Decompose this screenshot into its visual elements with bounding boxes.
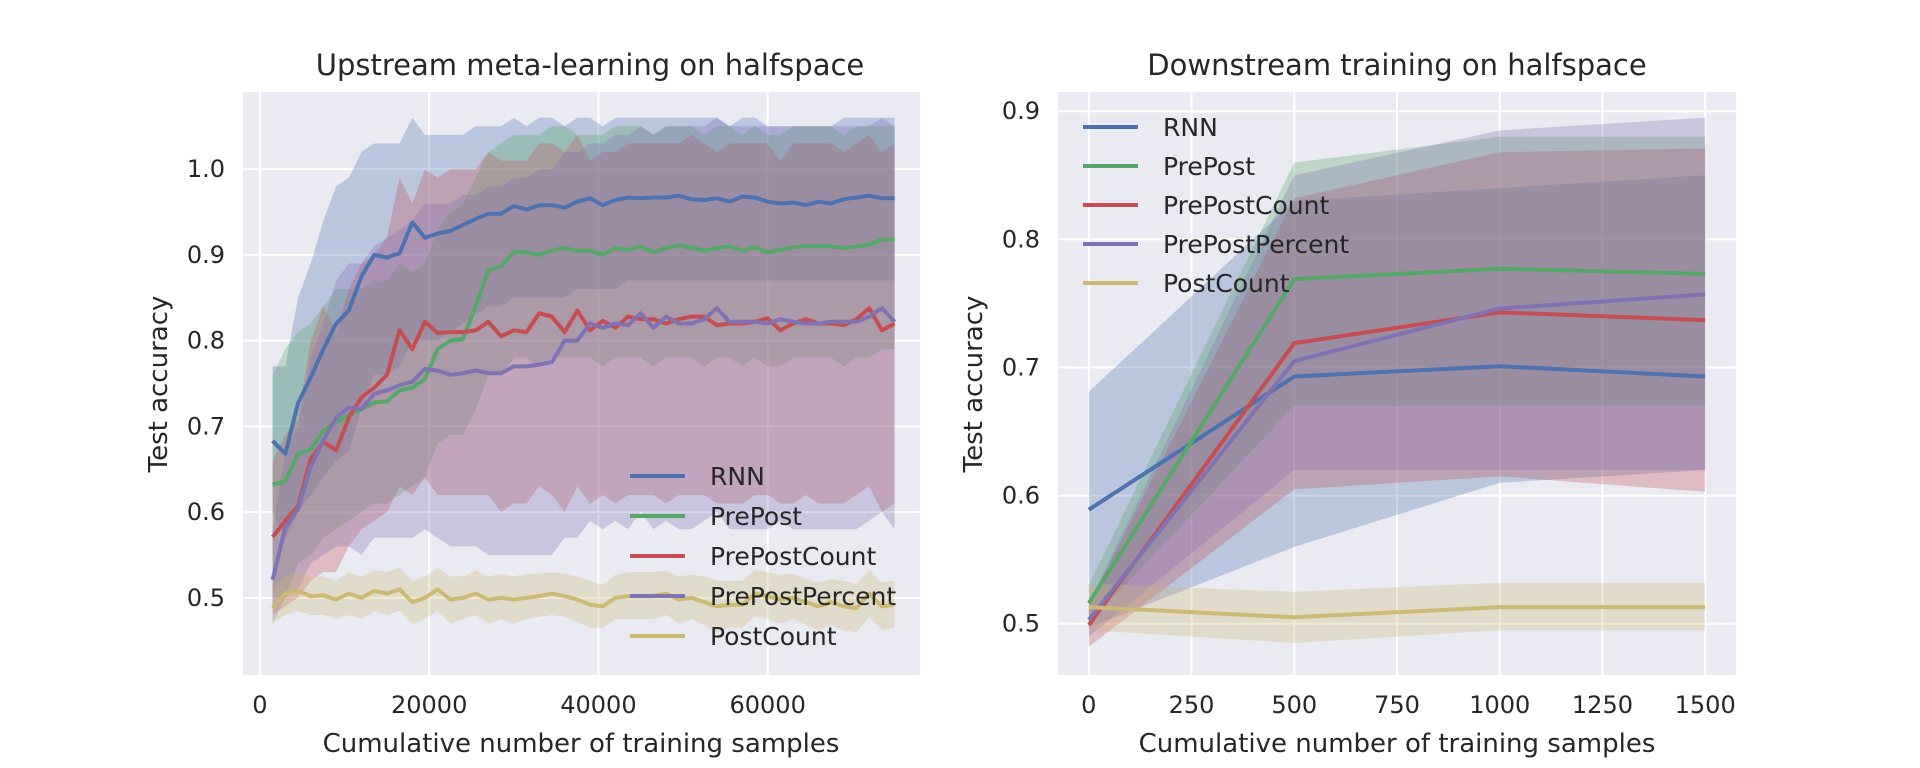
y-tick-label: 0.6 <box>1002 482 1040 510</box>
band-prepostcount <box>272 134 895 615</box>
line-postcount <box>271 587 895 611</box>
series-lines <box>1087 266 1706 627</box>
legend-item-prepostpercent: PrePostPercent <box>630 582 896 611</box>
legend: RNN PrePost PrePostCount PrePostPercent Post… <box>1083 113 1349 298</box>
x-tick-label: 1500 <box>1675 691 1736 719</box>
band-rnn <box>1088 175 1706 628</box>
x-axis-label: Cumulative number of training samples <box>1139 729 1656 759</box>
y-tick-label: 0.9 <box>1002 97 1040 125</box>
legend-label: PrePostCount <box>1163 191 1329 220</box>
legend-item-rnn: RNN <box>1083 113 1218 142</box>
x-tick-label: 750 <box>1374 691 1420 719</box>
x-tick-labels: 0 20000 40000 60000 <box>252 691 806 719</box>
x-tick-label: 0 <box>1081 691 1096 719</box>
legend-label: PrePostCount <box>710 542 876 571</box>
legend-item-prepost: PrePost <box>630 502 802 531</box>
y-tick-labels: 0.5 0.6 0.7 0.8 0.9 1.0 <box>187 155 225 612</box>
legend-label: PostCount <box>710 622 837 651</box>
band-prepost <box>1088 136 1706 624</box>
legend-label: PrePostPercent <box>1163 230 1349 259</box>
chart-downstream: Downstream training on halfspace 0 250 500… <box>959 48 1736 759</box>
y-axis-label: Test accuracy <box>959 296 989 474</box>
x-tick-label: 500 <box>1271 691 1317 719</box>
legend-label: PrePost <box>1163 152 1255 181</box>
x-tick-label: 1000 <box>1469 691 1530 719</box>
legend-item-postcount: PostCount <box>630 622 837 651</box>
legend-item-prepostpercent: PrePostPercent <box>1083 230 1349 259</box>
series-lines <box>270 193 897 611</box>
confidence-bands <box>272 117 895 633</box>
x-tick-labels: 0 250 500 750 1000 1250 1500 <box>1081 691 1736 719</box>
legend-label: PrePostPercent <box>710 582 896 611</box>
legend-item-postcount: PostCount <box>1083 269 1290 298</box>
x-tick-label: 40000 <box>560 691 636 719</box>
legend-item-rnn: RNN <box>630 462 765 491</box>
y-tick-label: 0.5 <box>1002 610 1040 638</box>
grid <box>1058 92 1736 675</box>
y-tick-label: 0.7 <box>187 412 225 440</box>
line-rnn <box>271 193 895 456</box>
x-tick-label: 1250 <box>1572 691 1633 719</box>
legend: RNN PrePost PrePostCount PrePostPercent Post… <box>630 462 896 651</box>
chart-upstream: Upstream meta-learning on halfspace 0 200… <box>144 48 920 759</box>
band-prepostcount <box>1088 148 1706 647</box>
band-postcount <box>272 567 895 633</box>
band-rnn <box>272 117 895 538</box>
line-prepost <box>1087 266 1706 605</box>
plot-area <box>243 92 920 675</box>
band-prepostpercent <box>272 117 895 624</box>
y-tick-label: 0.7 <box>1002 353 1040 381</box>
y-tick-label: 0.9 <box>187 241 225 269</box>
grid <box>243 92 920 675</box>
legend-item-prepost: PrePost <box>1083 152 1255 181</box>
x-tick-label: 0 <box>252 691 267 719</box>
y-axis-label: Test accuracy <box>144 296 174 474</box>
chart-title: Downstream training on halfspace <box>1147 48 1646 82</box>
y-tick-label: 0.6 <box>187 498 225 526</box>
band-prepost <box>272 126 895 598</box>
y-tick-labels: 0.5 0.6 0.7 0.8 0.9 <box>1002 97 1040 638</box>
legend-item-prepostcount: PrePostCount <box>1083 191 1329 220</box>
line-prepost <box>272 237 895 487</box>
line-prepostpercent <box>270 306 897 581</box>
legend-label: RNN <box>710 462 765 491</box>
line-prepostcount <box>271 306 896 539</box>
confidence-bands <box>1088 117 1706 647</box>
y-tick-label: 0.8 <box>1002 225 1040 253</box>
chart-title: Upstream meta-learning on halfspace <box>316 48 865 82</box>
y-tick-label: 0.5 <box>187 584 225 612</box>
legend-item-prepostcount: PrePostCount <box>630 542 876 571</box>
line-postcount <box>1088 605 1706 620</box>
x-tick-label: 20000 <box>391 691 467 719</box>
line-prepostcount <box>1087 310 1706 627</box>
y-tick-label: 0.8 <box>187 327 225 355</box>
x-tick-label: 250 <box>1169 691 1215 719</box>
line-prepostpercent <box>1087 292 1706 622</box>
legend-label: PostCount <box>1163 269 1290 298</box>
band-prepostpercent <box>1088 117 1706 637</box>
y-tick-label: 1.0 <box>187 155 225 183</box>
legend-label: RNN <box>1163 113 1218 142</box>
x-tick-label: 60000 <box>729 691 805 719</box>
legend-label: PrePost <box>710 502 802 531</box>
x-axis-label: Cumulative number of training samples <box>323 729 840 759</box>
